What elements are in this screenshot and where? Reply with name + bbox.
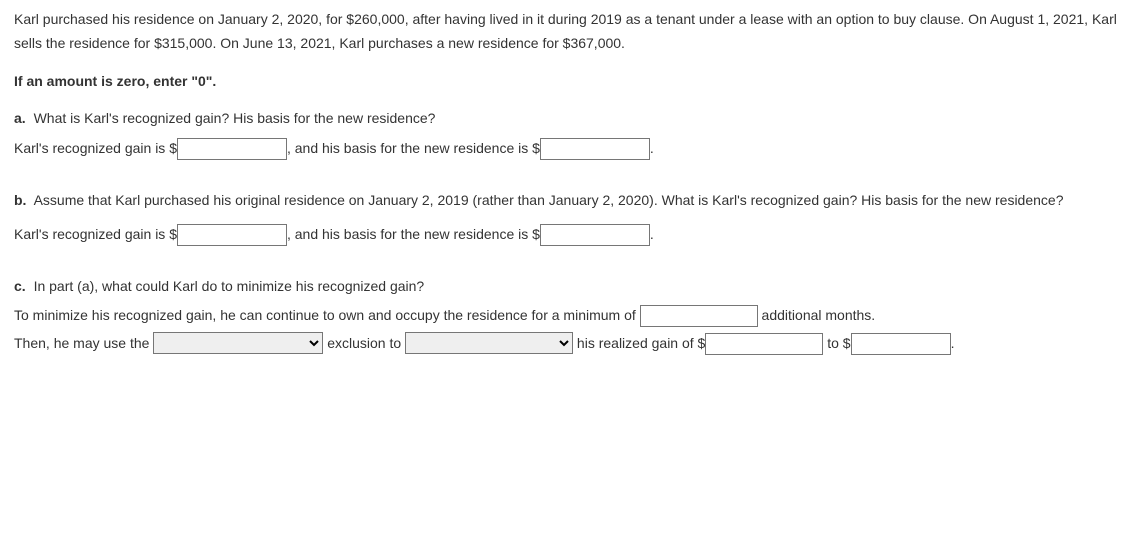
part-a: a. What is Karl's recognized gain? His b…	[14, 107, 1129, 161]
part-c-months-input[interactable]	[640, 305, 758, 327]
part-c-exclusion-select[interactable]	[153, 332, 323, 354]
part-a-text-mid: , and his basis for the new residence is…	[287, 140, 540, 156]
part-a-label: a.	[14, 110, 26, 126]
part-c: c. In part (a), what could Karl do to mi…	[14, 275, 1129, 356]
part-b-text-end: .	[650, 226, 654, 242]
problem-intro: Karl purchased his residence on January …	[14, 8, 1129, 56]
part-c-line2-end: .	[951, 335, 955, 351]
part-b-label: b.	[14, 192, 26, 208]
part-a-text-end: .	[650, 140, 654, 156]
part-b-text-mid: , and his basis for the new residence is…	[287, 226, 540, 242]
part-b-basis-input[interactable]	[540, 224, 650, 246]
part-c-line2-pre: Then, he may use the	[14, 335, 153, 351]
part-b: b. Assume that Karl purchased his origin…	[14, 189, 1129, 247]
part-a-text-pre: Karl's recognized gain is $	[14, 140, 177, 156]
part-c-line1-pre: To minimize his recognized gain, he can …	[14, 307, 640, 323]
part-a-question: What is Karl's recognized gain? His basi…	[34, 110, 436, 126]
part-c-final-amount-input[interactable]	[851, 333, 951, 355]
part-c-line2-mid3: to $	[823, 335, 850, 351]
part-c-line2: Then, he may use the exclusion to his re…	[14, 332, 1129, 356]
part-b-question: Assume that Karl purchased his original …	[34, 192, 1064, 208]
part-c-question: In part (a), what could Karl do to minim…	[34, 278, 425, 294]
part-a-basis-input[interactable]	[540, 138, 650, 160]
part-c-line2-mid2: his realized gain of $	[573, 335, 705, 351]
part-c-label: c.	[14, 278, 26, 294]
part-b-gain-input[interactable]	[177, 224, 287, 246]
part-c-line1: To minimize his recognized gain, he can …	[14, 304, 1129, 328]
part-b-text-pre: Karl's recognized gain is $	[14, 226, 177, 242]
part-c-realized-gain-input[interactable]	[705, 333, 823, 355]
part-c-line1-post: additional months.	[758, 307, 876, 323]
part-b-answer-line: Karl's recognized gain is $ , and his bas…	[14, 223, 1129, 247]
part-a-gain-input[interactable]	[177, 138, 287, 160]
part-c-action-select[interactable]	[405, 332, 573, 354]
part-a-answer-line: Karl's recognized gain is $ , and his bas…	[14, 137, 1129, 161]
zero-instruction: If an amount is zero, enter "0".	[14, 70, 1129, 94]
part-c-line2-mid1: exclusion to	[323, 335, 405, 351]
